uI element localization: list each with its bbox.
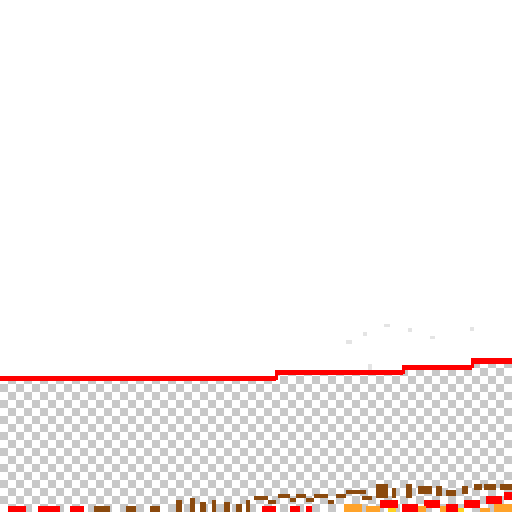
bottom-pixel-strip — [8, 484, 512, 512]
faint-specks — [346, 324, 474, 371]
transparency-checkerboard — [0, 360, 512, 512]
red-outline — [0, 358, 512, 381]
